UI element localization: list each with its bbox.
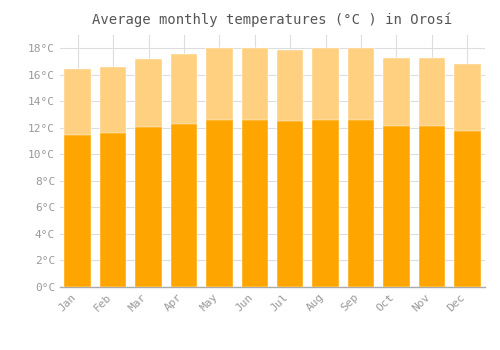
Bar [277, 50, 303, 287]
Bar [312, 48, 339, 120]
Bar [277, 50, 303, 121]
Bar [383, 57, 409, 126]
Bar [206, 48, 233, 287]
Bar [136, 59, 162, 287]
Bar [418, 57, 445, 287]
Bar [348, 48, 374, 287]
Bar [454, 64, 480, 287]
Bar [170, 54, 197, 287]
Bar [170, 54, 197, 124]
Bar [454, 64, 480, 131]
Bar [418, 57, 445, 126]
Bar [242, 48, 268, 287]
Bar [383, 57, 409, 287]
Bar [242, 48, 268, 120]
Bar [64, 70, 91, 135]
Bar [348, 48, 374, 120]
Bar [206, 48, 233, 120]
Bar [136, 59, 162, 127]
Title: Average monthly temperatures (°C ) in Orosí: Average monthly temperatures (°C ) in Or… [92, 12, 452, 27]
Bar [312, 48, 339, 287]
Bar [100, 67, 126, 133]
Bar [100, 67, 126, 287]
Bar [64, 70, 91, 287]
